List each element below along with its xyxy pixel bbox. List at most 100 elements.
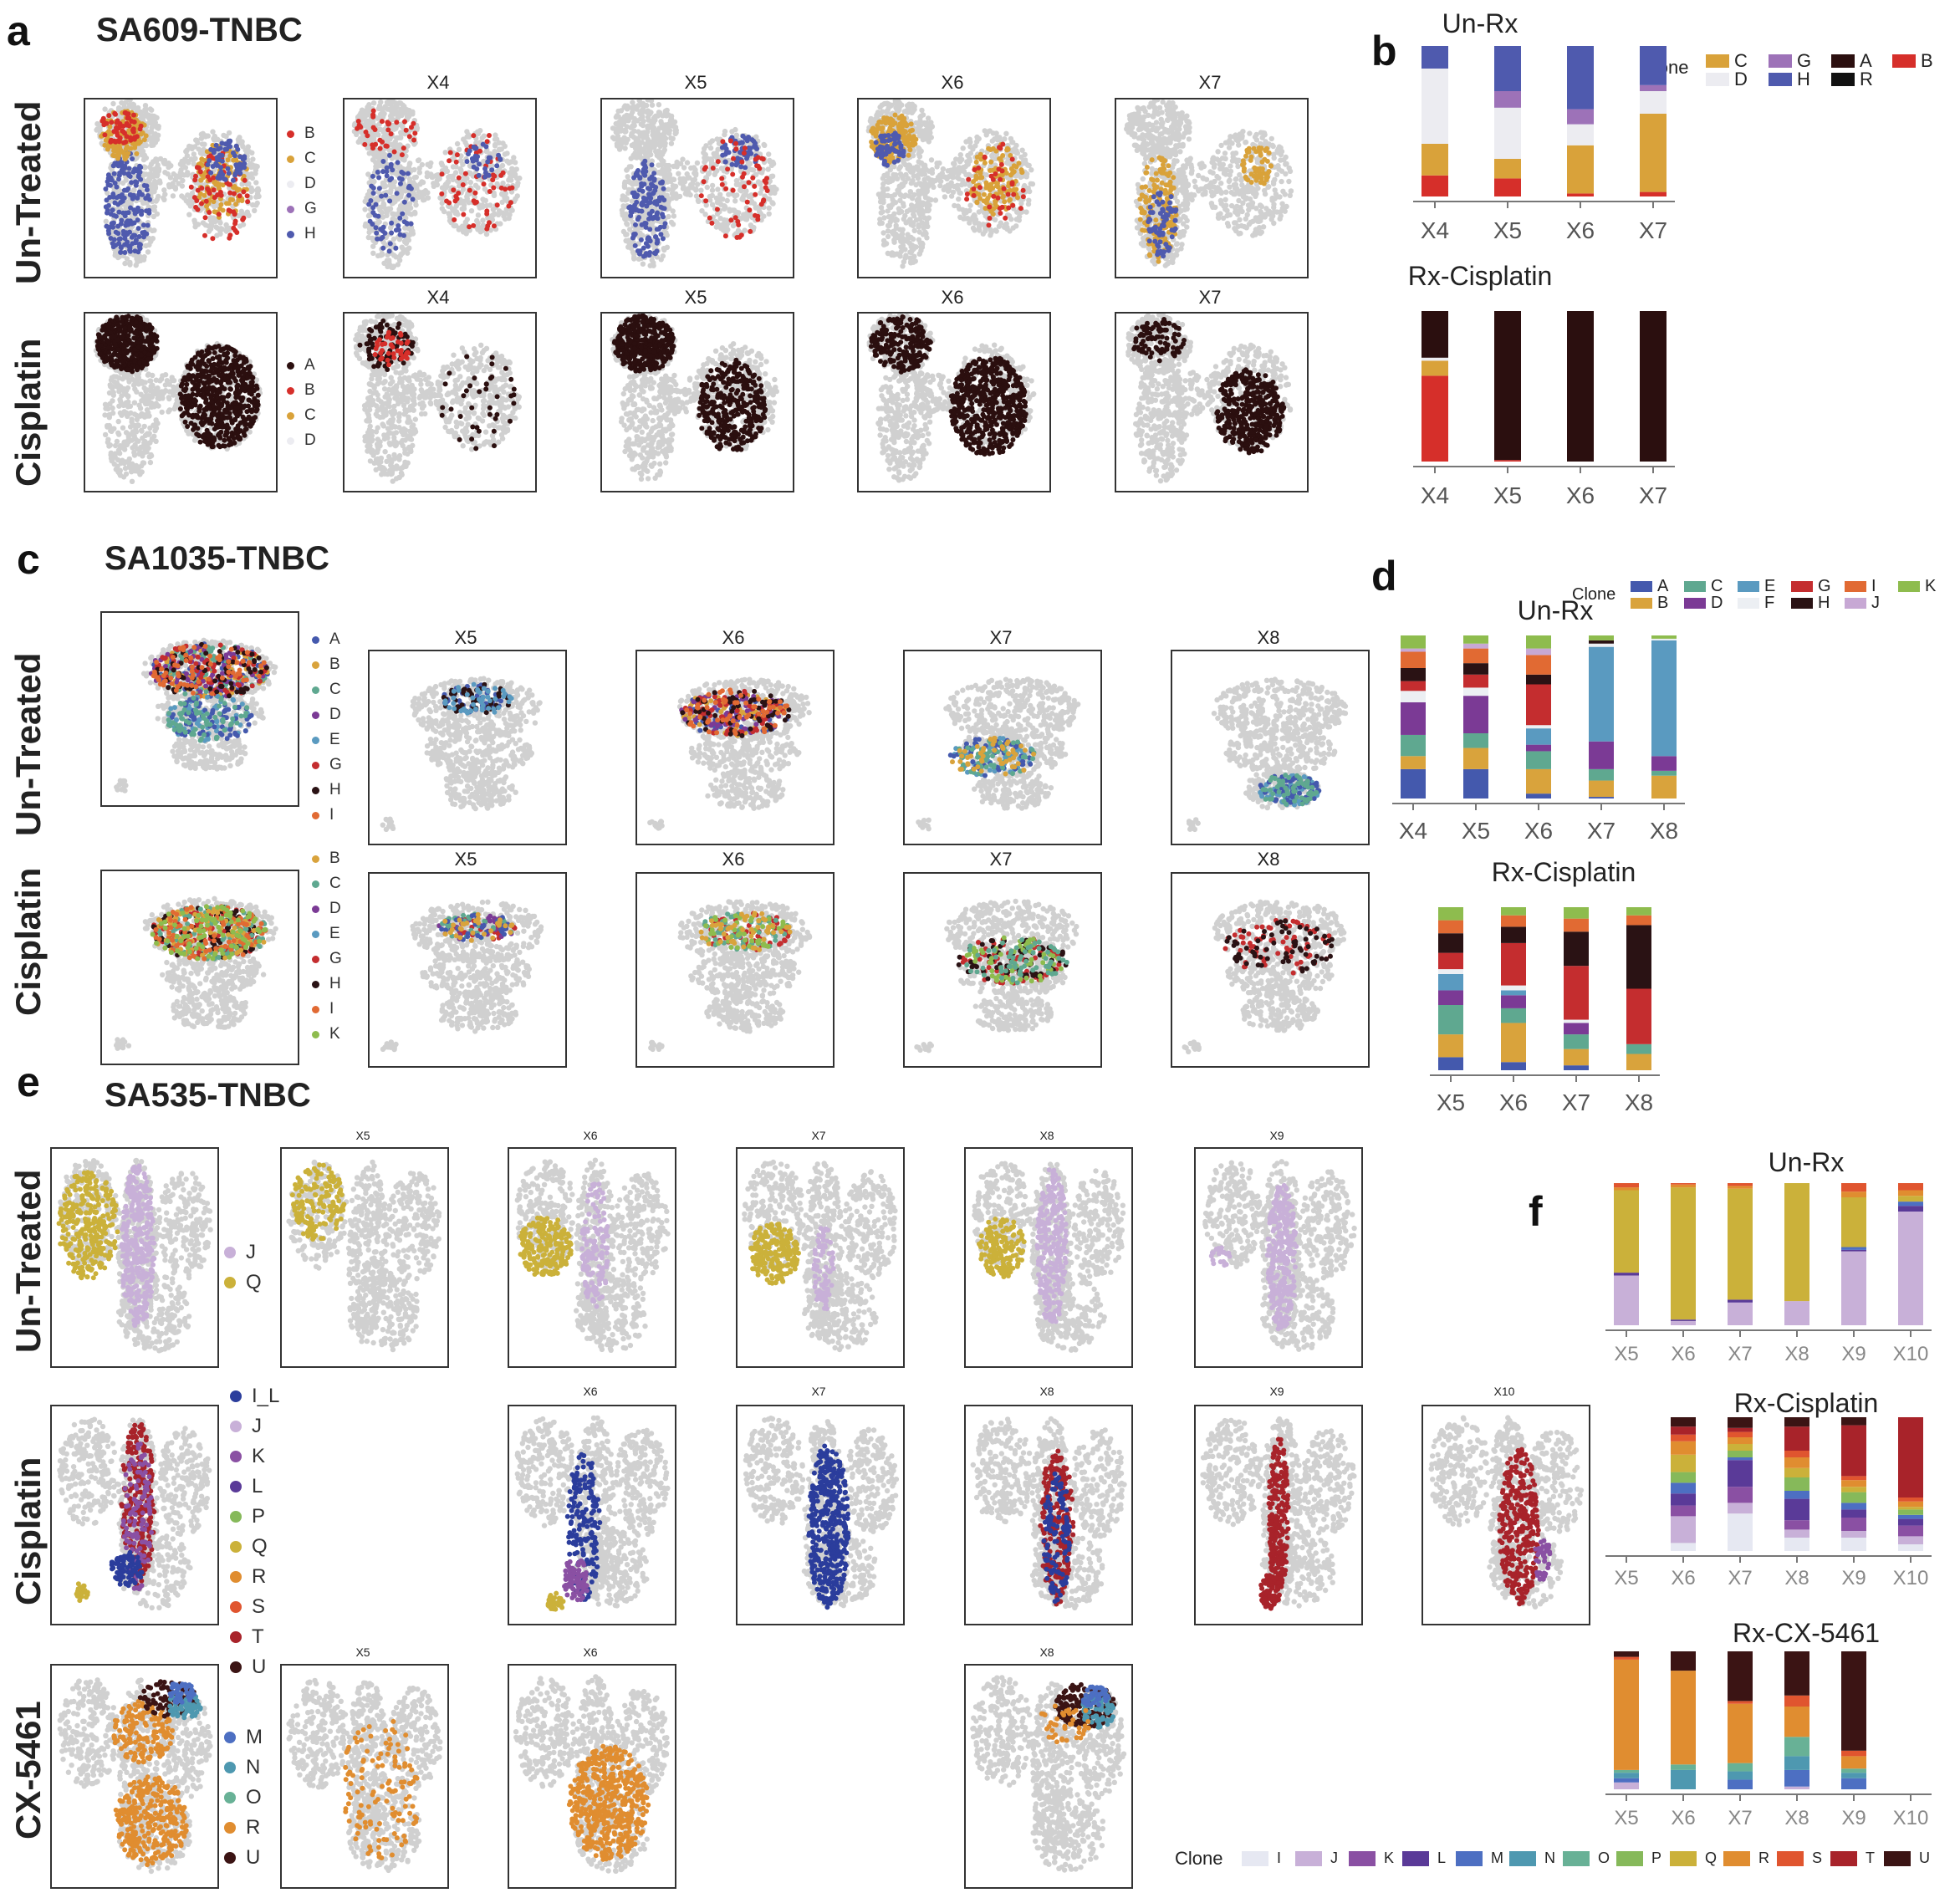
bar-segment-X5-C <box>1494 159 1521 179</box>
bar-segment-X10-J <box>1898 1536 1923 1544</box>
legend-swatch <box>224 1247 236 1258</box>
bar-segment-X8-S <box>1784 1451 1809 1457</box>
bar-segment-X8-R <box>1784 1457 1809 1468</box>
legend-label: C <box>304 406 316 425</box>
legend-swatch <box>312 930 319 938</box>
umap-e-cisplatin-X6-scatter <box>514 1415 671 1612</box>
bar-segment-X7-O <box>1728 1763 1753 1772</box>
clone-legend-swatch <box>1456 1850 1483 1866</box>
bar-segment-X6-H <box>1526 674 1551 685</box>
x-tick-label-X5: X5 <box>1462 818 1490 844</box>
clone-legend-item: G <box>1769 50 1811 72</box>
bar-segment-X10-I <box>1898 1544 1923 1551</box>
bar-segment-X8-J <box>1784 1529 1809 1538</box>
legend-label: B <box>304 125 315 143</box>
clone-legend-label: A <box>1657 577 1668 596</box>
umap-e-cisplatin-X8 <box>964 1405 1133 1625</box>
sample-title-sa1035: SA1035-TNBC <box>105 540 329 578</box>
umap-e-untreated-X7 <box>736 1147 905 1368</box>
legend-item: H <box>312 972 342 997</box>
clone-legend-label: D <box>1734 69 1748 90</box>
bar-segment-X5-D <box>1463 696 1488 733</box>
bar-segment-X8-M <box>1784 1769 1809 1787</box>
umap-e-cisplatin-X6 <box>508 1405 676 1625</box>
bar-segment-X6-C <box>1501 1008 1526 1023</box>
legend-item: C <box>312 871 342 896</box>
legend-item: Q <box>230 1532 279 1562</box>
clone-legend-label: C <box>1734 50 1748 72</box>
bar-segment-X9-J <box>1841 1531 1866 1538</box>
legend-item: J <box>224 1237 262 1268</box>
legend-swatch <box>224 1762 236 1773</box>
x-tick-label-X7: X7 <box>1728 1567 1752 1589</box>
clone-legend-f-item: Q <box>1670 1850 1717 1867</box>
bar-segment-X8-R <box>1784 1707 1809 1737</box>
clone-legend-item: D <box>1706 69 1748 90</box>
bar-segment-X5-F <box>1438 969 1463 974</box>
bar-segment-X6-R <box>1671 1184 1696 1188</box>
umap-e-cisplatin-X9 <box>1194 1405 1363 1625</box>
bar-segment-X5-G <box>1438 952 1463 970</box>
legend-item: C <box>287 403 316 428</box>
bar-segment-X4-G <box>1401 681 1426 691</box>
legend-swatch <box>230 1631 242 1643</box>
bar-segment-X9-T <box>1841 1425 1866 1477</box>
legend-item: A <box>312 627 342 652</box>
bar-segment-X7-D <box>1640 91 1667 114</box>
bar-segment-X5-N <box>1614 1773 1639 1778</box>
umap-a-cisplatin-X4 <box>343 312 537 492</box>
bar-segment-X6-U <box>1671 1417 1696 1427</box>
bar-segment-X7-C <box>1640 114 1667 192</box>
legend-label: P <box>252 1505 265 1528</box>
umap-c-cisplatin-title-X5: X5 <box>368 849 564 870</box>
bar-segment-X6-G <box>1501 942 1526 986</box>
bar-segment-X6-H <box>1501 926 1526 943</box>
umap-e-cisplatin-title-X9: X9 <box>1194 1385 1360 1398</box>
bar-segment-X6-B <box>1526 768 1551 794</box>
legend-label: E <box>329 731 340 749</box>
clone-legend-item: H <box>1791 594 1830 613</box>
legend-label: I_L <box>252 1385 279 1408</box>
clone-legend-f-item: M <box>1456 1850 1503 1867</box>
legend-item: B <box>312 846 342 871</box>
bar-segment-X5-B <box>1494 460 1521 462</box>
umap-e-cisplatin-X7 <box>736 1405 905 1625</box>
umap-e-cisplatin-title-X6: X6 <box>508 1385 673 1398</box>
bar-segment-X8-B <box>1651 775 1677 798</box>
legend-item: J <box>230 1411 279 1441</box>
bar-segment-X10-L <box>1898 1518 1923 1526</box>
bar-segment-X7-E <box>1589 646 1614 742</box>
bar-segment-X4-H <box>1401 668 1426 681</box>
umap-c-cisplatin-X7-scatter <box>914 898 1080 1054</box>
umap-a-cisplatin-title-X7: X7 <box>1115 287 1305 309</box>
clone-legend-swatch <box>1295 1850 1322 1866</box>
umap-e-untreated-X5-scatter <box>286 1159 442 1353</box>
bar-segment-X7-H <box>1640 46 1667 85</box>
bar-segment-X8-O <box>1784 1737 1809 1757</box>
legend-swatch <box>224 1822 236 1834</box>
legend-label: D <box>329 900 341 918</box>
bar-segment-X7-H <box>1564 931 1589 967</box>
bar-segment-X10-M <box>1898 1202 1923 1207</box>
x-tick-label-X7: X7 <box>1639 217 1667 243</box>
clone-legend-label: B <box>1921 50 1933 72</box>
umap-a-untreated-X4-scatter <box>351 99 523 271</box>
bar-segment-X5-C <box>1438 1005 1463 1035</box>
panel-letter-a: a <box>7 7 30 55</box>
bar-title-b-cisplatin: Rx-Cisplatin <box>1355 261 1605 292</box>
umap-c-cisplatin-X7 <box>903 872 1102 1068</box>
legend-swatch <box>312 1030 319 1038</box>
bar-segment-X8-Q <box>1784 1467 1809 1477</box>
bar-segment-X4-D <box>1401 702 1426 735</box>
bar-segment-X6-C <box>1567 145 1594 194</box>
bar-segment-X6-J <box>1526 648 1551 656</box>
bar-segment-X7-U <box>1728 1651 1753 1702</box>
bar-segment-X9-U <box>1841 1417 1866 1426</box>
umap-e-cx-all <box>50 1664 219 1889</box>
legend-item: T <box>230 1622 279 1652</box>
umap-c-untreated-X7-scatter <box>916 676 1081 832</box>
legend-swatch <box>312 736 319 744</box>
legend-swatch <box>312 686 319 694</box>
clone-legend-item: C <box>1706 50 1748 72</box>
bar-segment-X9-R <box>1841 1191 1866 1197</box>
